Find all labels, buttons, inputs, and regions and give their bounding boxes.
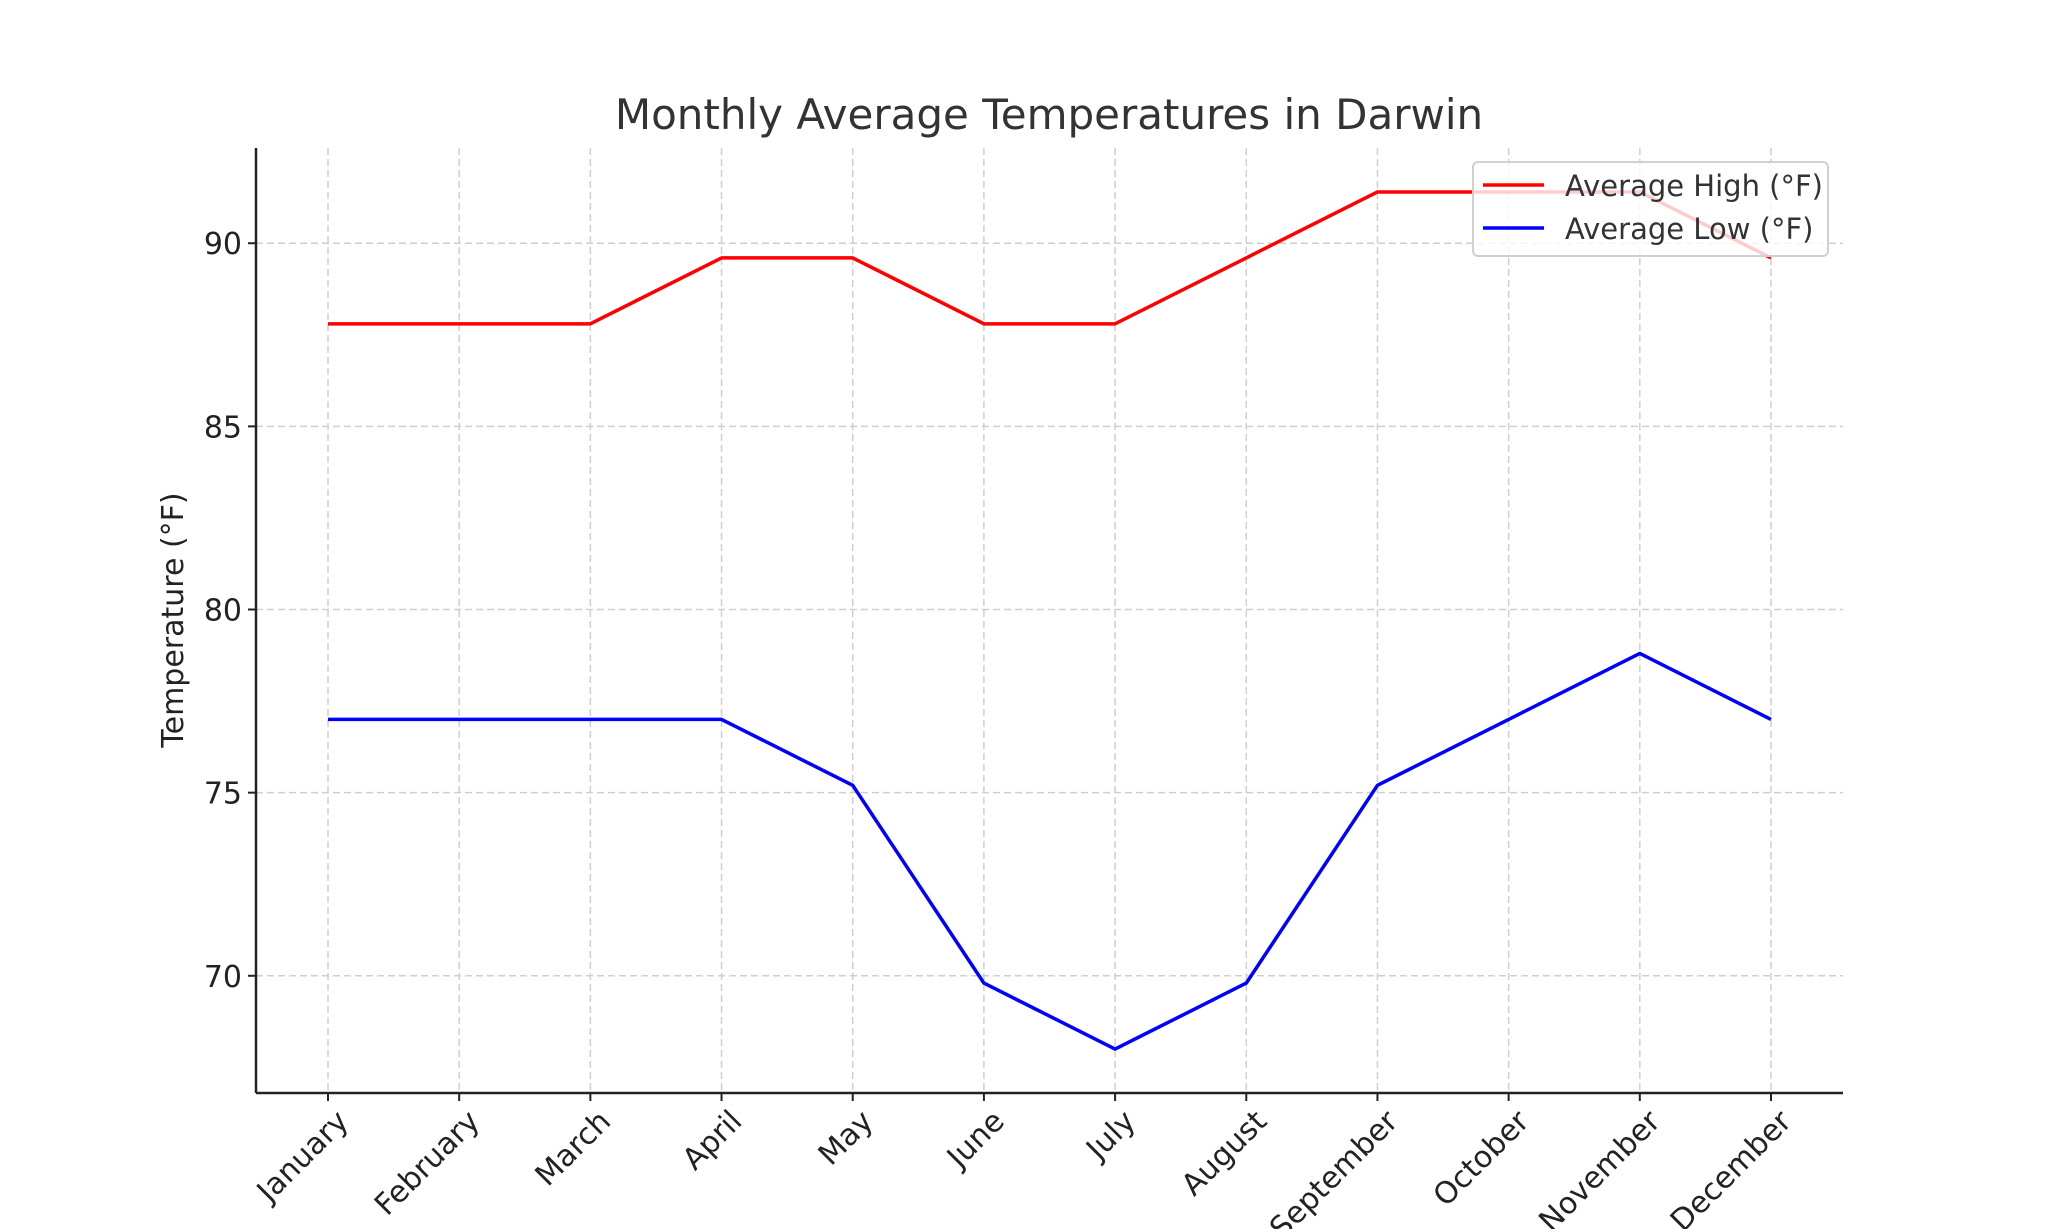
y-axis-label: Temperature (°F): [156, 492, 191, 748]
x-tick-label: June: [939, 1104, 1011, 1176]
y-tick-label: 80: [204, 594, 242, 629]
series-line-average-low: [328, 651, 1772, 1051]
legend: Average High (°F) Average Low (°F): [1472, 161, 1829, 257]
x-tick-label: November: [1532, 1103, 1668, 1229]
x-tick-label: March: [529, 1104, 618, 1193]
x-tick-label: January: [249, 1104, 356, 1211]
x-tick-label: December: [1664, 1103, 1799, 1229]
x-tick-label: July: [1078, 1104, 1142, 1168]
legend-box: [1472, 161, 1829, 257]
x-tick-label: April: [676, 1104, 749, 1177]
x-tick-label: September: [1263, 1103, 1405, 1229]
x-tick-label: May: [812, 1104, 881, 1173]
chart-title: Monthly Average Temperatures in Darwin: [615, 90, 1483, 139]
y-tick-label: 75: [204, 777, 242, 812]
x-tick-label: August: [1175, 1104, 1274, 1203]
legend-label-high: Average High (°F): [1565, 169, 1823, 203]
y-tick-label: 70: [204, 960, 242, 995]
x-tick-label: February: [368, 1104, 487, 1223]
y-tick-label: 85: [204, 410, 242, 445]
y-tick-label: 90: [204, 227, 242, 262]
legend-label-low: Average Low (°F): [1565, 212, 1813, 246]
x-tick-label: October: [1427, 1103, 1537, 1213]
